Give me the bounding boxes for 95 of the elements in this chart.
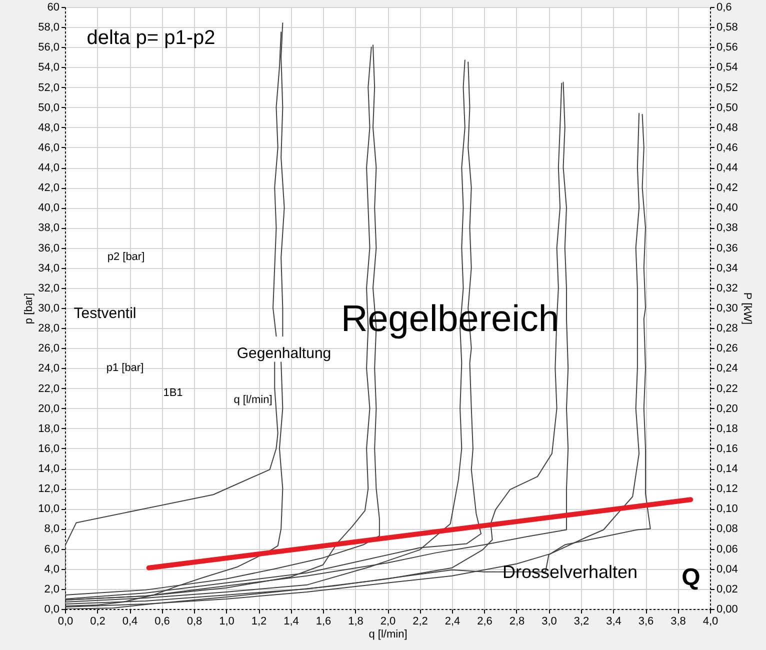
y-tick-label: 40,0 bbox=[38, 202, 60, 214]
x-tick-label: 3,6 bbox=[638, 616, 654, 628]
x-tick-label: 1,6 bbox=[316, 616, 332, 628]
y2-tick-label: 0,54 bbox=[716, 62, 738, 74]
x-tick-label: 1,8 bbox=[348, 616, 364, 628]
y2-tick-label: 0,34 bbox=[716, 262, 738, 274]
annotation: 1B1 bbox=[163, 387, 183, 399]
y-tick-label: 30,0 bbox=[38, 302, 60, 314]
x-axis-title: q [l/min] bbox=[368, 628, 408, 640]
x-tick-label: 0,0 bbox=[58, 616, 74, 628]
y-tick-label: 42,0 bbox=[38, 182, 60, 194]
x-tick-label: 2,2 bbox=[412, 616, 428, 628]
y2-tick-label: 0,16 bbox=[716, 442, 738, 455]
x-tick-label: 1,2 bbox=[251, 616, 267, 628]
x-tick-label: 3,0 bbox=[542, 616, 557, 628]
y2-tick-label: 0,26 bbox=[716, 342, 738, 355]
y-tick-label: 54,0 bbox=[38, 62, 60, 74]
annotation: Q bbox=[682, 564, 700, 591]
annotation: p1 [bar] bbox=[106, 362, 144, 374]
y2-tick-label: 0,36 bbox=[716, 242, 738, 254]
y2-tick-label: 0,10 bbox=[716, 503, 738, 516]
x-tick-label: 0,6 bbox=[154, 616, 170, 628]
annotation: Drosselverhalten bbox=[502, 562, 638, 582]
y-tick-label: 60 bbox=[47, 2, 60, 14]
y-tick-label: 56,0 bbox=[38, 42, 60, 54]
y-tick-label: 50,0 bbox=[38, 102, 60, 114]
y-tick-label: 10,0 bbox=[38, 503, 60, 516]
x-tick-label: 3,4 bbox=[606, 616, 622, 628]
y2-tick-label: 0,42 bbox=[716, 182, 738, 194]
y-tick-label: 20,0 bbox=[38, 402, 60, 415]
y2-tick-label: 0,02 bbox=[716, 583, 738, 596]
y2-tick-label: 0,52 bbox=[716, 82, 738, 94]
y2-tick-label: 0,46 bbox=[716, 142, 738, 154]
x-tick-label: 2,4 bbox=[444, 616, 460, 628]
x-tick-label: 3,2 bbox=[574, 616, 590, 628]
y-tick-label: 32,0 bbox=[38, 282, 60, 294]
y2-tick-label: 0,00 bbox=[716, 604, 738, 616]
y-tick-label: 6,0 bbox=[44, 543, 60, 556]
y2-tick-label: 0,06 bbox=[716, 543, 738, 556]
y-axis-title: p [bar] bbox=[23, 292, 36, 324]
y2-tick-label: 0,12 bbox=[716, 483, 738, 496]
y-tick-label: 48,0 bbox=[38, 122, 60, 134]
y2-tick-label: 0,56 bbox=[716, 42, 738, 54]
y2-tick-label: 0,08 bbox=[716, 523, 738, 536]
y-tick-label: 34,0 bbox=[38, 262, 60, 274]
y2-tick-label: 0,48 bbox=[716, 122, 738, 134]
y2-tick-label: 0,50 bbox=[716, 102, 738, 114]
y-tick-label: 4,0 bbox=[44, 563, 60, 576]
x-tick-label: 1,4 bbox=[284, 616, 299, 628]
y2-tick-label: 0,38 bbox=[716, 222, 738, 234]
y2-tick-label: 0,22 bbox=[716, 382, 738, 395]
y2-tick-label: 0,20 bbox=[716, 402, 738, 415]
y2-tick-label: 0,58 bbox=[716, 22, 738, 34]
y2-tick-label: 0,24 bbox=[716, 362, 738, 375]
x-tick-label: 4,0 bbox=[702, 616, 718, 628]
y-tick-label: 14,0 bbox=[38, 463, 60, 476]
y2-tick-label: 0,28 bbox=[716, 322, 738, 335]
y2-tick-label: 0,04 bbox=[716, 563, 738, 576]
y2-tick-label: 0,44 bbox=[716, 162, 738, 174]
y-tick-label: 18,0 bbox=[38, 422, 60, 435]
annotation: Testventil bbox=[74, 305, 136, 322]
annotation: delta p= p1-p2 bbox=[86, 27, 216, 49]
y-tick-label: 0,0 bbox=[44, 604, 60, 616]
y2-tick-label: 0,6 bbox=[716, 2, 732, 14]
x-tick-label: 2,8 bbox=[509, 616, 525, 628]
annotation: q [l/min] bbox=[234, 394, 272, 406]
x-tick-label: 0,4 bbox=[122, 616, 138, 628]
annotation: Gegenhaltung bbox=[236, 345, 332, 362]
y-tick-label: 38,0 bbox=[38, 222, 60, 234]
y-tick-label: 22,0 bbox=[38, 382, 60, 395]
x-tick-label: 1,0 bbox=[219, 616, 234, 628]
y-tick-label: 26,0 bbox=[38, 342, 60, 355]
x-tick-label: 0,8 bbox=[186, 616, 202, 628]
x-tick-label: 2,0 bbox=[380, 616, 396, 628]
y2-tick-label: 0,32 bbox=[716, 282, 738, 294]
y-tick-label: 28,0 bbox=[38, 322, 60, 335]
y-tick-label: 36,0 bbox=[38, 242, 60, 254]
y-tick-label: 24,0 bbox=[38, 362, 60, 375]
y2-axis-title: P [kW] bbox=[740, 292, 753, 325]
y2-tick-label: 0,30 bbox=[716, 302, 738, 314]
y-tick-label: 58,0 bbox=[38, 22, 60, 34]
y-tick-label: 12,0 bbox=[38, 483, 60, 496]
x-tick-label: 3,8 bbox=[670, 616, 686, 628]
y-tick-label: 52,0 bbox=[38, 82, 60, 94]
y-tick-label: 46,0 bbox=[38, 142, 60, 154]
y2-tick-label: 0,18 bbox=[716, 422, 738, 435]
y-tick-label: 16,0 bbox=[38, 442, 60, 455]
x-tick-label: 2,6 bbox=[477, 616, 492, 628]
y2-tick-label: 0,40 bbox=[716, 202, 738, 214]
x-tick-label: 0,2 bbox=[90, 616, 106, 628]
y-tick-label: 44,0 bbox=[38, 162, 60, 174]
y-tick-label: 8,0 bbox=[44, 523, 60, 536]
annotation: p2 [bar] bbox=[107, 251, 145, 263]
y-tick-label: 2,0 bbox=[44, 583, 60, 596]
y2-tick-label: 0,14 bbox=[716, 463, 738, 476]
